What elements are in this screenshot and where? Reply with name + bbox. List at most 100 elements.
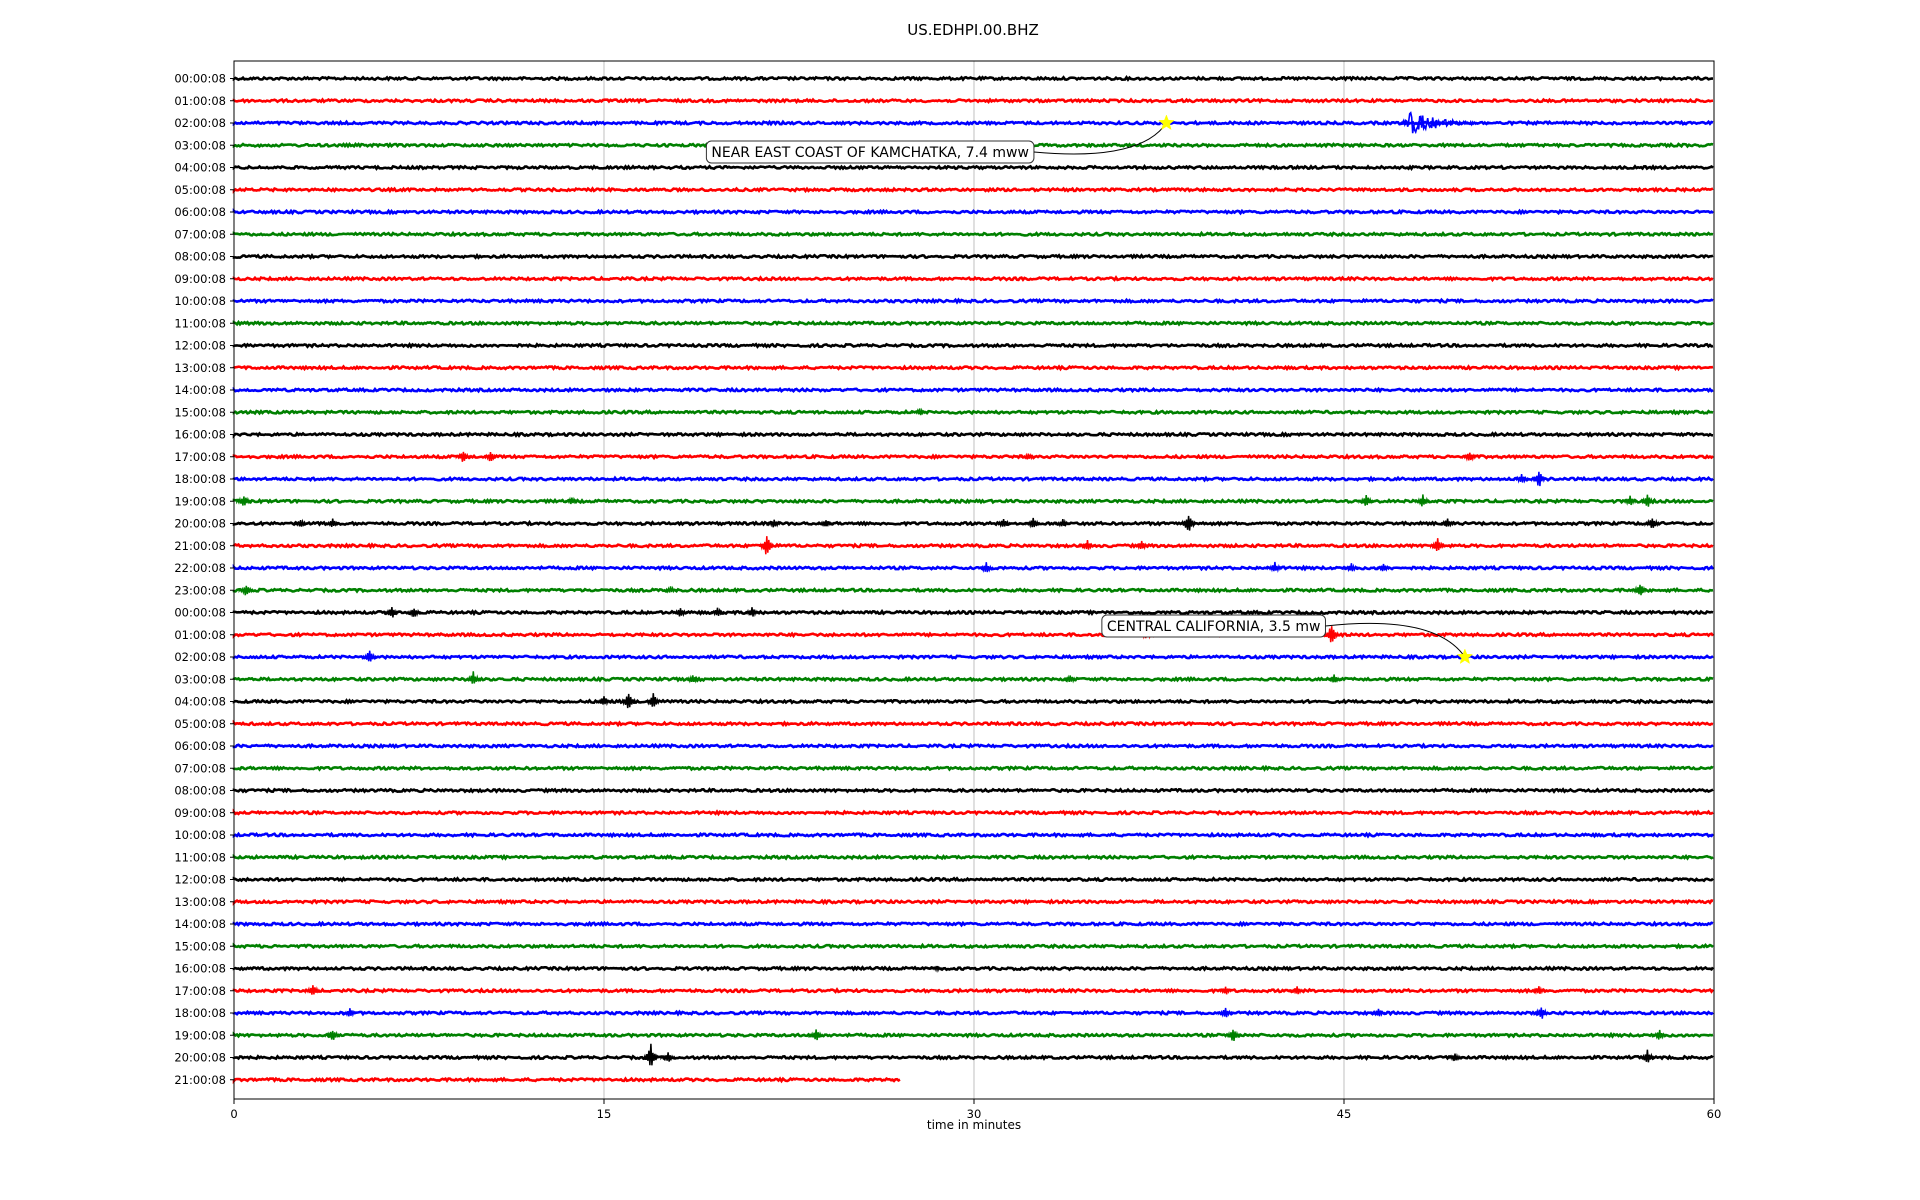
spike-row-20 [324, 518, 341, 527]
trace-row-22 [232, 564, 1715, 572]
row-label: 11:00:08 [174, 850, 226, 864]
spike-row-22 [1267, 561, 1283, 574]
trace-row-27 [232, 675, 1714, 683]
spike-row-27 [465, 671, 481, 684]
spike-row-24 [709, 607, 726, 617]
row-label: 06:00:08 [174, 739, 226, 753]
row-label: 15:00:08 [174, 405, 226, 419]
row-label: 18:00:08 [174, 472, 226, 486]
row-label: 18:00:08 [174, 1006, 226, 1020]
spike-row-44 [1639, 1049, 1656, 1063]
spike-row-41 [305, 985, 321, 995]
spike-row-17 [455, 451, 471, 462]
x-tick-label: 45 [1337, 1107, 1352, 1121]
spike-row-20 [1055, 518, 1071, 528]
spike-row-20 [766, 519, 782, 528]
trace-row-35 [232, 853, 1714, 861]
trace-row-9 [232, 275, 1714, 283]
trace-row-18 [232, 475, 1714, 483]
spike-row-20 [995, 519, 1012, 528]
spike-row-24 [406, 608, 422, 618]
spike-row-40 [929, 965, 945, 973]
spike-row-23 [1632, 584, 1648, 596]
trace-row-6 [232, 208, 1714, 216]
row-label: 10:00:08 [174, 828, 226, 842]
row-label: 21:00:08 [174, 539, 226, 553]
event-connector [1033, 122, 1167, 155]
x-tick-label: 0 [230, 1107, 237, 1121]
spike-row-17 [482, 452, 499, 462]
spike-row-18 [1513, 473, 1530, 484]
trace-row-30 [232, 742, 1714, 750]
spike-row-20 [1439, 518, 1456, 528]
seismic-spikes [236, 407, 1668, 1066]
row-label: 16:00:08 [174, 962, 226, 976]
row-label: 01:00:08 [174, 628, 226, 642]
row-label: 16:00:08 [174, 428, 226, 442]
spike-row-42 [1217, 1007, 1234, 1018]
row-label: 03:00:08 [174, 138, 226, 152]
trace-row-41 [232, 987, 1715, 995]
row-label: 05:00:08 [174, 717, 226, 731]
spike-row-24 [744, 607, 760, 617]
spike-row-18 [1531, 471, 1547, 487]
row-label: 07:00:08 [174, 761, 226, 775]
row-label: 13:00:08 [174, 361, 226, 375]
x-tick-label: 15 [597, 1107, 612, 1121]
spike-row-27 [1326, 674, 1342, 684]
spike-row-19 [1415, 494, 1431, 507]
row-label: 09:00:08 [174, 272, 226, 286]
spike-row-20 [818, 520, 834, 528]
spike-row-44 [660, 1052, 676, 1062]
trace-row-12 [232, 341, 1714, 350]
row-label: 15:00:08 [174, 939, 226, 953]
event-label: CENTRAL CALIFORNIA, 3.5 mw [1107, 619, 1321, 635]
spike-row-17 [1020, 452, 1036, 461]
spike-row-17 [1462, 452, 1478, 462]
trace-row-5 [232, 186, 1714, 194]
spike-row-19 [564, 496, 580, 505]
trace-row-21 [232, 542, 1714, 550]
row-label: 23:00:08 [174, 583, 226, 597]
gridlines [603, 61, 1345, 1099]
event-marker-star [1158, 114, 1175, 131]
spike-row-21 [1429, 538, 1446, 551]
trace-row-37 [232, 898, 1714, 906]
spike-row-20 [1025, 517, 1041, 529]
trace-row-32 [232, 787, 1714, 794]
row-label: 01:00:08 [174, 94, 226, 108]
row-label: 20:00:08 [174, 517, 226, 531]
spike-row-21 [1079, 539, 1095, 550]
trace-row-26 [232, 653, 1714, 661]
spike-row-41 [1531, 986, 1547, 995]
spike-row-19 [1639, 494, 1656, 507]
spike-row-20 [292, 518, 309, 527]
seismic-traces [232, 75, 1715, 1084]
spike-row-27 [1062, 674, 1078, 684]
trace-row-33 [232, 808, 1714, 817]
row-label: 10:00:08 [174, 294, 226, 308]
x-axis-label: time in minutes [927, 1118, 1021, 1132]
trace-row-10 [232, 297, 1714, 305]
spike-row-24 [672, 608, 689, 618]
row-label: 14:00:08 [174, 917, 226, 931]
trace-row-34 [232, 831, 1715, 839]
spike-row-19 [236, 496, 252, 506]
trace-row-0 [232, 75, 1714, 82]
spike-row-24 [384, 606, 400, 618]
trace-row-38 [232, 920, 1714, 928]
trace-row-1 [232, 97, 1714, 105]
trace-row-31 [232, 764, 1714, 772]
spike-row-42 [1533, 1007, 1549, 1019]
spike-row-15 [911, 407, 928, 416]
event-annotations: NEAR EAST COAST OF KAMCHATKA, 7.4 mww CEN… [705, 114, 1474, 665]
spike-row-28 [596, 696, 612, 707]
trace-row-25 [232, 631, 1715, 639]
row-label: 04:00:08 [174, 695, 226, 709]
row-label: 20:00:08 [174, 1051, 226, 1065]
row-label: 09:00:08 [174, 806, 226, 820]
trace-row-8 [232, 252, 1714, 260]
row-label: 12:00:08 [174, 873, 226, 887]
trace-row-44 [232, 1054, 1714, 1061]
